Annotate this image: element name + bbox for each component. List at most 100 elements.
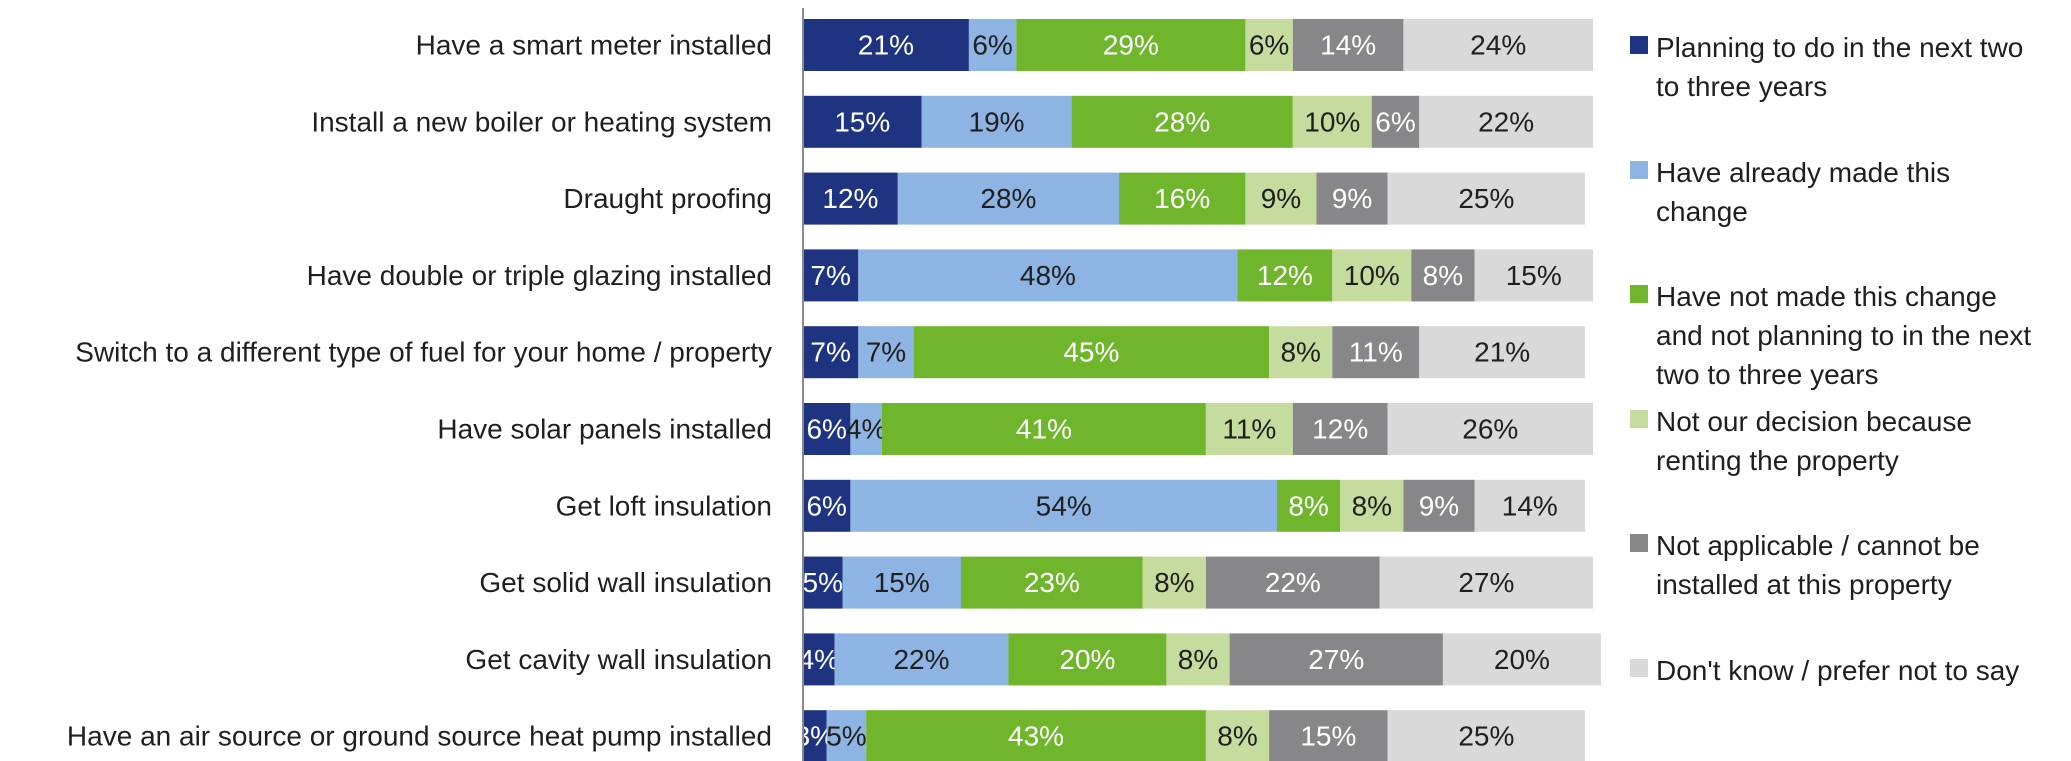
- bar-segment: [961, 556, 1143, 609]
- category-label: Switch to a different type of fuel for y…: [75, 337, 772, 368]
- data-label: 48%: [1020, 260, 1076, 291]
- data-label: 6%: [972, 30, 1012, 61]
- bar-segment: [1332, 249, 1412, 302]
- data-label: 22%: [1478, 106, 1534, 137]
- data-label: 10%: [1344, 260, 1400, 291]
- bar-segment: [1245, 19, 1293, 71]
- bar-segment: [1403, 479, 1475, 532]
- legend-label: Don't know / prefer not to say: [1656, 651, 2066, 690]
- bar-segment: [1292, 19, 1404, 71]
- data-label: 28%: [1154, 106, 1210, 137]
- data-label: 28%: [980, 183, 1036, 214]
- data-label: 16%: [1154, 183, 1210, 214]
- legend-swatch: [1630, 161, 1648, 179]
- bar-segment: [803, 556, 843, 609]
- bar-segment: [1229, 633, 1443, 686]
- bar-segment: [803, 633, 835, 686]
- bar-segment: [858, 249, 1238, 302]
- category-label: Get loft insulation: [556, 490, 772, 521]
- data-label: 29%: [1103, 30, 1159, 61]
- category-label: Install a new boiler or heating system: [311, 106, 772, 137]
- legend-label-line: to three years: [1656, 71, 1828, 102]
- bar-segment: [1316, 172, 1388, 225]
- bar-segment: [897, 172, 1119, 225]
- bar-segment: [866, 710, 1206, 761]
- bar-segment: [826, 710, 867, 761]
- legend-swatch: [1630, 36, 1648, 54]
- data-label: 12%: [822, 183, 878, 214]
- data-label: 15%: [1300, 721, 1356, 752]
- stacked-bar-chart: Have a smart meter installed 21% 6% 29% 6% 14…: [67, 8, 1601, 761]
- legend-label-line: and not planning to in the next: [1656, 320, 2032, 351]
- data-label: 19%: [969, 106, 1025, 137]
- category-label: Have an air source or ground source heat…: [67, 721, 772, 752]
- data-label: 14%: [1502, 490, 1558, 521]
- bar-segment: [1277, 479, 1341, 532]
- category-label: Get solid wall insulation: [479, 567, 772, 598]
- bar-segment: [803, 403, 851, 455]
- legend-swatch: [1630, 534, 1648, 552]
- data-label: 20%: [1494, 644, 1550, 675]
- bar-segment: [842, 556, 961, 609]
- data-label: 12%: [1312, 414, 1368, 445]
- legend-swatch: [1630, 285, 1648, 303]
- data-label: 14%: [1320, 30, 1376, 61]
- bar-segment: [803, 479, 851, 532]
- legend-label-line: Have not made this change: [1656, 281, 1997, 312]
- data-label: 26%: [1462, 414, 1518, 445]
- legend-label: Planning to do in the next two to three y…: [1656, 28, 2066, 106]
- bar-segment: [803, 710, 827, 761]
- bar-segment: [1142, 556, 1206, 609]
- data-label: 11%: [1349, 337, 1403, 368]
- legend-label-line: Planning to do in the next two: [1656, 32, 2024, 63]
- bar-segment: [1119, 172, 1246, 225]
- bar-segment: [913, 326, 1270, 379]
- data-label: 8%: [1280, 337, 1320, 368]
- bar-segment: [1269, 326, 1333, 379]
- bar-segment: [1071, 95, 1293, 148]
- bar-segment: [803, 249, 859, 302]
- legend-label: Not applicable / cannot be installed at t…: [1656, 526, 2066, 604]
- data-label: 6%: [1375, 106, 1415, 137]
- data-label: 27%: [1308, 644, 1364, 675]
- legend-label-line: change: [1656, 196, 1748, 227]
- data-label: 22%: [1265, 567, 1321, 598]
- bar-segment: [850, 403, 882, 455]
- data-label: 21%: [858, 30, 914, 61]
- bar-segment: [834, 633, 1009, 686]
- chart-legend: Planning to do in the next two to three y…: [1628, 0, 2068, 761]
- legend-swatch: [1630, 410, 1648, 428]
- legend-label: Have already made this change: [1656, 153, 2066, 231]
- category-label: Get cavity wall insulation: [465, 644, 772, 675]
- data-label: 8%: [1154, 567, 1194, 598]
- legend-label: Not our decision because renting the prop…: [1656, 402, 2066, 480]
- bar-segment: [1166, 633, 1230, 686]
- bar-segment: [1403, 19, 1593, 71]
- data-label: 7%: [866, 337, 906, 368]
- category-label: Draught proofing: [563, 183, 772, 214]
- legend-label: Have not made this change and not plannin…: [1656, 277, 2066, 394]
- data-label: 5%: [826, 721, 866, 752]
- bar-segment: [803, 172, 898, 225]
- bar-segment: [882, 403, 1206, 455]
- data-label: 11%: [1222, 414, 1276, 445]
- data-label: 20%: [1059, 644, 1115, 675]
- data-label: 10%: [1304, 106, 1360, 137]
- data-label: 9%: [1419, 490, 1459, 521]
- bar-segment: [1419, 95, 1593, 148]
- data-label: 8%: [1217, 721, 1257, 752]
- data-label: 4%: [799, 644, 839, 675]
- legend-swatch: [1630, 659, 1648, 677]
- data-label: 24%: [1470, 30, 1526, 61]
- bar-segment: [1387, 710, 1586, 761]
- category-label: Have double or triple glazing installed: [307, 260, 772, 291]
- data-label: 8%: [1178, 644, 1218, 675]
- bar-segment: [803, 19, 969, 71]
- bar-segment: [803, 326, 859, 379]
- data-label: 43%: [1008, 721, 1064, 752]
- data-label: 7%: [810, 260, 850, 291]
- data-label: 25%: [1458, 183, 1514, 214]
- data-label: 21%: [1474, 337, 1530, 368]
- bar-segment: [1474, 479, 1586, 532]
- bar-segment: [1332, 326, 1420, 379]
